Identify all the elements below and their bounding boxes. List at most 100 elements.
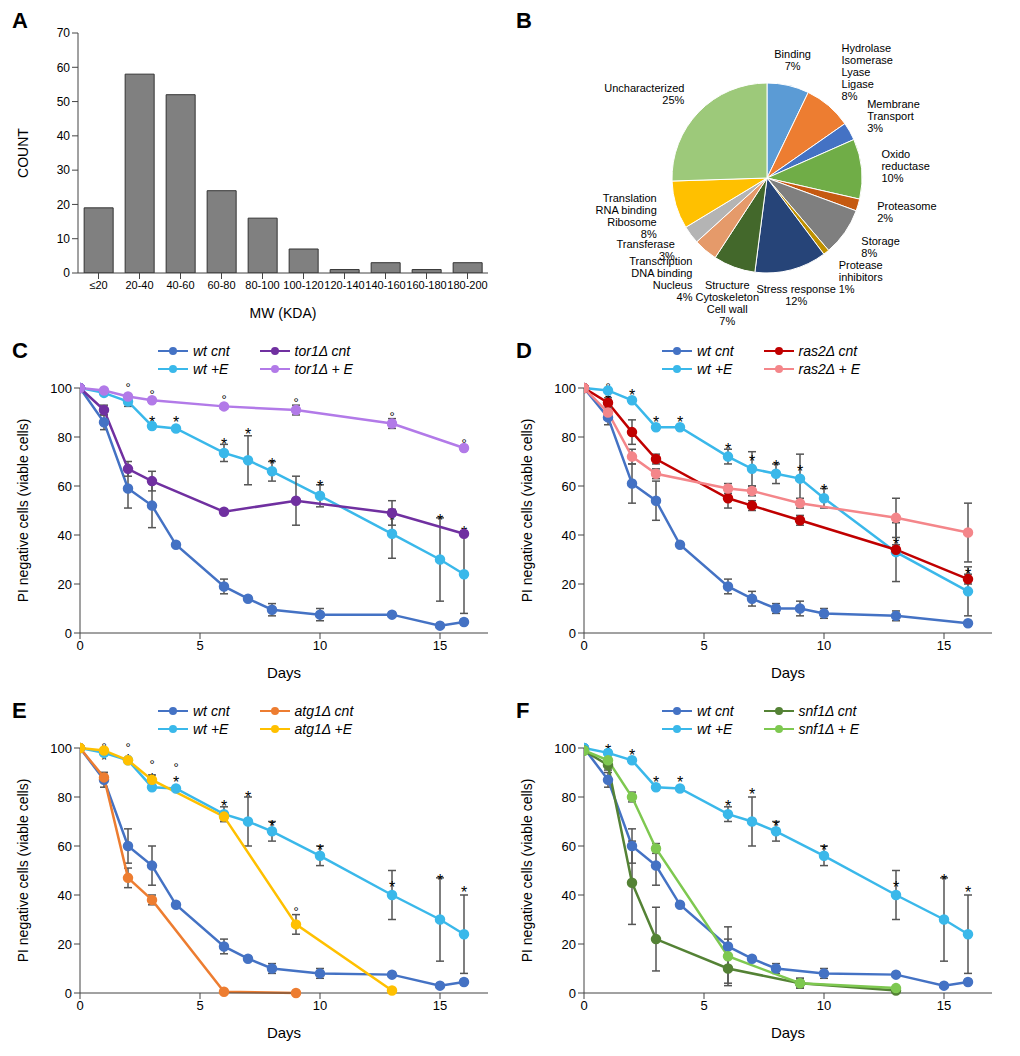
svg-text:80: 80: [562, 430, 576, 445]
svg-text:20: 20: [562, 937, 576, 952]
svg-text:*: *: [461, 884, 467, 901]
svg-text:40-60: 40-60: [166, 279, 194, 291]
svg-text:20: 20: [58, 937, 72, 952]
svg-text:80: 80: [58, 430, 72, 445]
svg-text:*: *: [245, 789, 251, 806]
svg-text:TranscriptionDNA bindingNucleu: TranscriptionDNA bindingNucleus4%: [629, 255, 693, 303]
svg-text:80: 80: [58, 790, 72, 805]
svg-text:PI negative cells (viable cell: PI negative cells (viable cells): [519, 779, 535, 963]
svg-text:80-100: 80-100: [245, 279, 279, 291]
svg-text:20: 20: [57, 198, 71, 212]
svg-text:0: 0: [76, 998, 83, 1013]
svg-text:*: *: [629, 747, 635, 764]
svg-text:100: 100: [554, 381, 576, 396]
svg-text:°: °: [293, 904, 298, 919]
svg-text:70: 70: [57, 26, 71, 40]
svg-text:15: 15: [433, 998, 447, 1013]
svg-text:COUNT: COUNT: [15, 128, 31, 178]
svg-text:60: 60: [58, 839, 72, 854]
svg-text:Proteasome2%: Proteasome2%: [877, 200, 936, 224]
svg-text:TranslationRNA bindingRibosome: TranslationRNA bindingRibosome8%: [596, 192, 657, 240]
svg-text:0: 0: [580, 998, 587, 1013]
svg-text:0: 0: [65, 986, 72, 1001]
svg-text:30: 30: [57, 163, 71, 177]
svg-text:*: *: [269, 818, 275, 835]
svg-text:0: 0: [580, 638, 587, 653]
svg-text:20: 20: [58, 577, 72, 592]
svg-text:Uncharacterized25%: Uncharacterized25%: [604, 82, 684, 106]
svg-text:*: *: [101, 384, 107, 401]
svg-text:Days: Days: [771, 664, 805, 681]
svg-text:*: *: [317, 842, 323, 859]
svg-text:*: *: [677, 414, 683, 431]
svg-text:PI negative cells (viable cell: PI negative cells (viable cells): [15, 779, 31, 963]
svg-text:*: *: [149, 414, 155, 431]
svg-text:Storage8%: Storage8%: [861, 235, 900, 259]
svg-text:60: 60: [58, 479, 72, 494]
svg-text:*: *: [245, 426, 251, 443]
svg-text:60: 60: [562, 479, 576, 494]
svg-text:°: °: [173, 760, 178, 775]
svg-text:0: 0: [569, 986, 576, 1001]
svg-text:*: *: [125, 752, 131, 769]
svg-text:*: *: [437, 512, 443, 529]
svg-text:80: 80: [562, 790, 576, 805]
svg-text:20-40: 20-40: [125, 279, 153, 291]
svg-text:160-180: 160-180: [406, 279, 446, 291]
svg-text:0: 0: [569, 626, 576, 641]
svg-text:*: *: [821, 842, 827, 859]
svg-text:40: 40: [562, 528, 576, 543]
svg-text:0: 0: [65, 626, 72, 641]
svg-text:Stress response12%: Stress response12%: [756, 283, 835, 307]
svg-text:HydrolaseIsomeraseLyaseLigase8: HydrolaseIsomeraseLyaseLigase8%: [842, 42, 893, 102]
svg-text:60-80: 60-80: [207, 279, 235, 291]
svg-text:15: 15: [433, 638, 447, 653]
svg-text:*: *: [773, 818, 779, 835]
svg-text:Days: Days: [771, 1024, 805, 1041]
svg-text:≤20: ≤20: [89, 279, 107, 291]
svg-text:Days: Days: [267, 664, 301, 681]
svg-text:10: 10: [313, 638, 327, 653]
svg-text:40: 40: [57, 129, 71, 143]
svg-text:*: *: [629, 387, 635, 404]
svg-text:PI negative cells (viable cell: PI negative cells (viable cells): [15, 419, 31, 603]
svg-text:50: 50: [57, 95, 71, 109]
svg-text:140-160: 140-160: [365, 279, 405, 291]
svg-text:20: 20: [562, 577, 576, 592]
svg-text:60: 60: [562, 839, 576, 854]
svg-text:Proteaseinhibitors1%: Proteaseinhibitors1%: [839, 259, 884, 295]
svg-text:40: 40: [58, 888, 72, 903]
svg-text:*: *: [965, 884, 971, 901]
svg-text:100-120: 100-120: [283, 279, 323, 291]
svg-text:0: 0: [63, 266, 70, 280]
svg-text:StructureCytoskeletonCell wall: StructureCytoskeletonCell wall7%: [695, 279, 759, 327]
svg-text:*: *: [749, 786, 755, 803]
svg-text:*: *: [125, 392, 131, 409]
svg-text:10: 10: [57, 232, 71, 246]
svg-text:10: 10: [313, 998, 327, 1013]
svg-text:40: 40: [562, 888, 576, 903]
svg-text:40: 40: [58, 528, 72, 543]
svg-text:100: 100: [554, 741, 576, 756]
svg-text:*: *: [941, 872, 947, 889]
svg-text:5: 5: [196, 998, 203, 1013]
svg-text:°: °: [149, 757, 154, 772]
svg-text:15: 15: [937, 998, 951, 1013]
svg-text:*: *: [653, 414, 659, 431]
svg-text:10: 10: [817, 998, 831, 1013]
svg-text:15: 15: [937, 638, 951, 653]
svg-text:*: *: [965, 566, 971, 583]
svg-text:120-140: 120-140: [324, 279, 364, 291]
svg-text:*: *: [893, 536, 899, 553]
svg-text:180-200: 180-200: [447, 279, 487, 291]
svg-text:Binding7%: Binding7%: [774, 48, 811, 72]
svg-text:5: 5: [700, 638, 707, 653]
svg-text:*: *: [461, 524, 467, 541]
svg-text:*: *: [653, 774, 659, 791]
svg-text:100: 100: [50, 381, 72, 396]
svg-text:MW (KDA): MW (KDA): [250, 305, 317, 321]
svg-text:5: 5: [196, 638, 203, 653]
svg-text:60: 60: [57, 61, 71, 75]
svg-text:Transferase3%: Transferase3%: [617, 238, 676, 262]
svg-text:*: *: [437, 872, 443, 889]
